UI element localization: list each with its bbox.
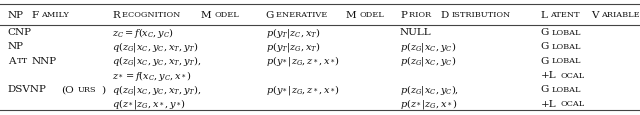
Text: G: G [541,28,549,37]
Text: AMILY: AMILY [41,11,68,19]
Text: LOBAL: LOBAL [552,57,581,65]
Text: ARIABLE: ARIABLE [601,11,639,19]
Text: L: L [541,10,548,19]
Text: ISTRIBUTION: ISTRIBUTION [451,11,511,19]
Text: $p(z_G|x_C, y_C),$: $p(z_G|x_C, y_C),$ [400,82,459,96]
Text: $q(z_G|x_C, y_C, x_T, y_T),$: $q(z_G|x_C, y_C, x_T, y_T),$ [112,54,202,68]
Text: OCAL: OCAL [561,71,585,79]
Text: $q(z_G|x_C, y_C, x_T, y_T),$: $q(z_G|x_C, y_C, x_T, y_T),$ [112,82,202,96]
Text: $q(z_G|x_C, y_C, x_T, y_T)$: $q(z_G|x_C, y_C, x_T, y_T)$ [112,40,199,53]
Text: A: A [8,56,15,65]
Text: $p(y_T|z_C, x_T)$: $p(y_T|z_C, x_T)$ [266,25,320,39]
Text: ENERATIVE: ENERATIVE [276,11,330,19]
Text: $p(z_*|z_G, x_*)$: $p(z_*|z_G, x_*)$ [400,96,458,110]
Text: V: V [591,10,598,19]
Text: LOBAL: LOBAL [552,43,581,50]
Text: NP: NP [8,10,24,19]
Text: URS: URS [77,85,96,93]
Text: +L: +L [541,70,556,79]
Text: G: G [266,10,274,19]
Text: (O: (O [61,85,74,94]
Text: M: M [346,10,356,19]
Text: $p(z_G|x_C, y_C)$: $p(z_G|x_C, y_C)$ [400,40,456,53]
Text: R: R [112,10,120,19]
Text: $p(z_G|x_C, y_C)$: $p(z_G|x_C, y_C)$ [400,54,456,68]
Text: ECOGNITION: ECOGNITION [122,11,183,19]
Text: P: P [400,10,407,19]
Text: $z_* = f(x_C, y_C, x_*)$: $z_* = f(x_C, y_C, x_*)$ [112,68,191,82]
Text: NNP: NNP [32,56,57,65]
Text: RIOR: RIOR [409,11,434,19]
Text: DSVNP: DSVNP [8,85,47,94]
Text: ODEL: ODEL [214,11,239,19]
Text: $z_C = f(x_C, y_C)$: $z_C = f(x_C, y_C)$ [112,25,174,39]
Text: LOBAL: LOBAL [552,85,581,93]
Text: D: D [441,10,449,19]
Text: ATENT: ATENT [550,11,582,19]
Text: M: M [200,10,211,19]
Text: LOBAL: LOBAL [552,28,581,36]
Text: $q(z_*|z_G, x_*, y_*)$: $q(z_*|z_G, x_*, y_*)$ [112,96,186,110]
Text: CNP: CNP [8,28,32,37]
Text: NP: NP [8,42,24,51]
Text: G: G [541,42,549,51]
Text: G: G [541,85,549,94]
Text: G: G [541,56,549,65]
Text: NULL: NULL [400,28,431,37]
Text: +L: +L [541,99,556,108]
Text: OCAL: OCAL [561,99,585,107]
Text: $p(y_*|z_G, z_*, x_*)$: $p(y_*|z_G, z_*, x_*)$ [266,54,340,68]
Text: TT: TT [17,57,29,65]
Text: F: F [32,10,39,19]
Text: $p(y_*|z_G, z_*, x_*)$: $p(y_*|z_G, z_*, x_*)$ [266,82,340,96]
Text: $p(y_T|z_G, x_T)$: $p(y_T|z_G, x_T)$ [266,40,321,53]
Text: ODEL: ODEL [360,11,385,19]
Text: ): ) [102,85,106,94]
